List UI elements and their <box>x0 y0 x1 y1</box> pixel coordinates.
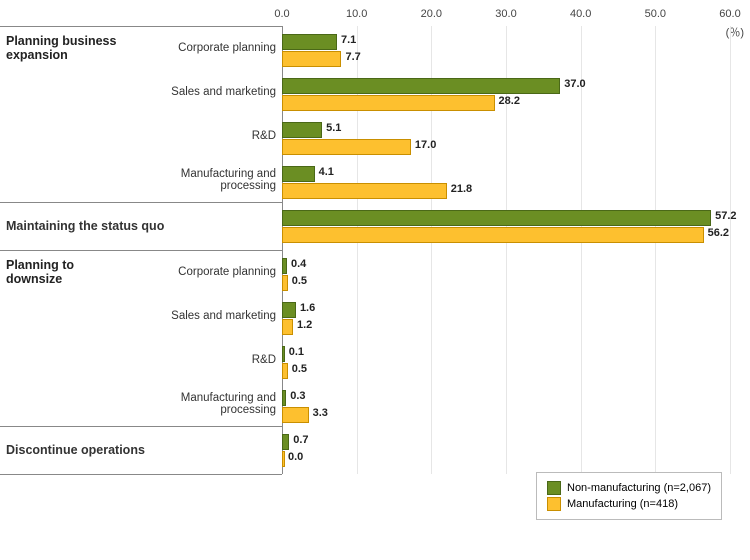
bar-pair: 1.61.2 <box>282 294 730 338</box>
bar-non_mfg <box>282 346 285 362</box>
row-label: Sales and marketing <box>128 310 276 322</box>
bar-non_mfg <box>282 302 296 318</box>
bar-non_mfg <box>282 210 711 226</box>
chart-row: Planning to downsizeCorporate planning 0.… <box>0 250 730 294</box>
axis-tick: 40.0 <box>570 8 591 20</box>
bar-pair: 37.0 28.2 <box>282 70 730 114</box>
bar-pair: 4.1 21.8 <box>282 158 730 202</box>
row-label: Manufacturing and processing <box>128 392 276 416</box>
chart-row: Sales and marketing1.61.2 <box>0 294 730 338</box>
bar-value: 0.0 <box>288 451 303 463</box>
bar-value: 7.1 <box>341 34 356 46</box>
bar-pair: 0.10.5 <box>282 338 730 382</box>
legend-label: Non-manufacturing (n=2,067) <box>567 482 711 494</box>
bar-value: 21.8 <box>451 183 472 195</box>
bar-pair: 0.40.5 <box>282 250 730 294</box>
row-label: R&D <box>128 130 276 142</box>
bar-value: 1.2 <box>297 319 312 331</box>
axis-tick: 50.0 <box>645 8 666 20</box>
row-label: Corporate planning <box>128 266 276 278</box>
bar-value: 0.3 <box>290 390 305 402</box>
bar-value: 7.7 <box>345 51 360 63</box>
bar-mfg <box>282 319 293 335</box>
bar-value: 5.1 <box>326 122 341 134</box>
chart-row: Discontinue operations0.70.0 <box>0 426 730 474</box>
bar-mfg <box>282 95 495 111</box>
bar-mfg <box>282 363 288 379</box>
bar-value: 57.2 <box>715 210 736 222</box>
row-label: Manufacturing and processing <box>128 168 276 192</box>
bar-value: 17.0 <box>415 139 436 151</box>
bar-mfg <box>282 51 341 67</box>
bar-value: 1.6 <box>300 302 315 314</box>
legend-swatch <box>547 497 561 511</box>
bar-mfg <box>282 451 285 467</box>
x-axis: 0.010.020.030.040.050.060.0(％) <box>282 8 730 26</box>
bar-mfg <box>282 407 309 423</box>
bar-value: 56.2 <box>708 227 729 239</box>
bar-value: 3.3 <box>313 407 328 419</box>
legend-item: Non-manufacturing (n=2,067) <box>547 481 711 495</box>
bar-non_mfg <box>282 78 560 94</box>
bar-value: 4.1 <box>319 166 334 178</box>
legend-item: Manufacturing (n=418) <box>547 497 711 511</box>
bar-value: 0.4 <box>291 258 306 270</box>
legend-label: Manufacturing (n=418) <box>567 498 678 510</box>
axis-tick: 10.0 <box>346 8 367 20</box>
bar-value: 28.2 <box>499 95 520 107</box>
bar-value: 37.0 <box>564 78 585 90</box>
chart-row: Planning business expansionCorporate pla… <box>0 26 730 70</box>
axis-tick: 30.0 <box>495 8 516 20</box>
bar-non_mfg <box>282 434 289 450</box>
axis-tick: 60.0 <box>719 8 740 20</box>
gridline <box>730 26 731 474</box>
row-label: Corporate planning <box>128 42 276 54</box>
group-separator <box>0 250 282 251</box>
chart-row: Manufacturing and processing 0.3 3.3 <box>0 382 730 426</box>
bar-pair: 5.1 17.0 <box>282 114 730 158</box>
bar-value: 0.1 <box>289 346 304 358</box>
bar-pair: 57.256.2 <box>282 202 730 250</box>
bar-non_mfg <box>282 166 315 182</box>
legend-swatch <box>547 481 561 495</box>
group-separator <box>0 426 282 427</box>
group-title: Planning business expansion <box>6 34 126 63</box>
bar-mfg <box>282 139 411 155</box>
axis-tick: 20.0 <box>421 8 442 20</box>
chart-row: Maintaining the status quo 57.256.2 <box>0 202 730 250</box>
bar-mfg <box>282 275 288 291</box>
row-label: Maintaining the status quo <box>6 219 276 233</box>
bar-pair: 0.70.0 <box>282 426 730 474</box>
group-separator <box>0 202 282 203</box>
axis-tick: 0.0 <box>274 8 289 20</box>
bar-pair: 0.3 3.3 <box>282 382 730 426</box>
group-title: Planning to downsize <box>6 258 126 287</box>
chart-row: Sales and marketing 37.0 28.2 <box>0 70 730 114</box>
bar-mfg <box>282 183 447 199</box>
bar-pair: 7.17.7 <box>282 26 730 70</box>
bar-value: 0.5 <box>292 275 307 287</box>
bar-value: 0.7 <box>293 434 308 446</box>
bar-value: 0.5 <box>292 363 307 375</box>
bar-mfg <box>282 227 704 243</box>
bar-non_mfg <box>282 390 286 406</box>
rows: Planning business expansionCorporate pla… <box>0 26 730 474</box>
row-label: R&D <box>128 354 276 366</box>
row-label: Sales and marketing <box>128 86 276 98</box>
group-separator <box>0 26 282 27</box>
group-separator <box>0 474 282 475</box>
chart-row: R&D 5.1 17.0 <box>0 114 730 158</box>
legend: Non-manufacturing (n=2,067) Manufacturing… <box>536 472 722 520</box>
bar-non_mfg <box>282 34 337 50</box>
row-label: Discontinue operations <box>6 443 276 457</box>
bar-non_mfg <box>282 258 287 274</box>
chart-row: R&D0.10.5 <box>0 338 730 382</box>
chart-row: Manufacturing and processing 4.1 21.8 <box>0 158 730 202</box>
bar-non_mfg <box>282 122 322 138</box>
